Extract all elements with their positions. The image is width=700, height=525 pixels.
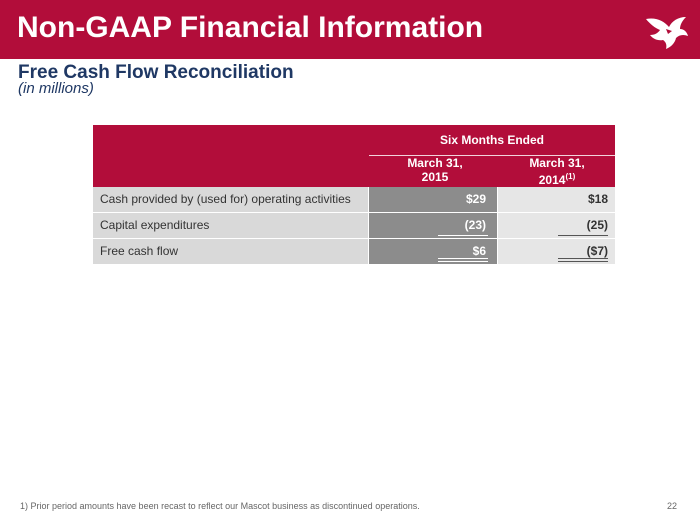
column-header-2014-line2: 2014 [538,173,566,187]
total-double-underline-2015-a [438,258,488,259]
total-double-underline-2014-b [558,261,608,262]
value-2015-free-cash-flow: $6 [369,239,497,264]
table-row: Capital expenditures (23) (25) [93,213,615,238]
row-divider [93,212,615,213]
units-note: (in millions) [18,80,94,97]
value-2015-operating-cash: $29 [369,187,497,212]
footnote-marker: (1) [565,172,576,181]
row-label-free-cash-flow: Free cash flow [93,239,368,264]
footnote: 1) Prior period amounts have been recast… [20,501,420,511]
column-header-2015-line2: 2015 [421,170,449,184]
column-header-2015: March 31, 2015 [375,156,495,187]
column-header-2015-line1: March 31, [407,156,463,170]
row-divider [93,238,615,239]
table-row: Cash provided by (used for) operating ac… [93,187,615,212]
column-header-2014-line1: March 31, [529,156,585,170]
total-double-underline-2015-b [438,261,488,262]
table-header-band [93,125,615,187]
page-number: 22 [667,501,678,511]
total-double-underline-2014-a [558,258,608,259]
row-label-operating-cash: Cash provided by (used for) operating ac… [93,187,368,212]
value-2014-operating-cash: $18 [498,187,615,212]
value-2014-free-cash-flow: ($7) [498,239,615,264]
section-subtitle: Free Cash Flow Reconciliation [18,62,294,83]
value-2015-capex: (23) [369,213,497,238]
row-label-capex: Capital expenditures [93,213,368,238]
table-row: Free cash flow $6 ($7) [93,239,615,264]
bird-logo-icon [646,17,688,49]
column-header-2014: March 31, 2014(1) [497,156,617,187]
page-title: Non-GAAP Financial Information [17,11,484,44]
value-2014-capex: (25) [498,213,615,238]
group-header: Six Months Ended [439,133,544,147]
group-header-divider [369,155,615,156]
title-bar: Non-GAAP Financial Information [0,0,700,59]
subtotal-underline-2014 [558,235,608,236]
subtotal-underline-2015 [438,235,488,236]
